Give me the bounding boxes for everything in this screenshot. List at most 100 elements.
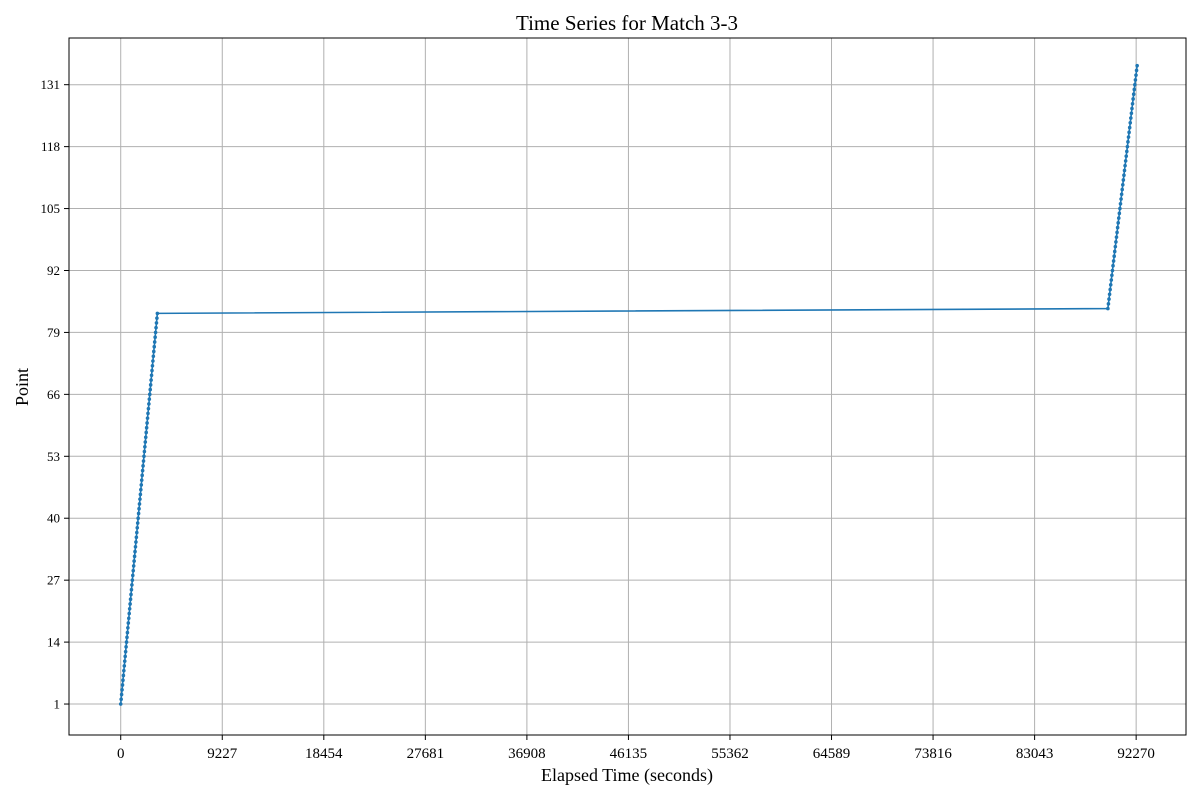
x-tick-label: 9227	[207, 746, 238, 762]
x-tick-label: 83043	[1016, 746, 1054, 762]
data-point	[140, 468, 145, 473]
data-point	[1127, 125, 1132, 130]
data-point	[131, 568, 136, 573]
data-point	[155, 316, 159, 320]
y-tick-label: 1	[54, 697, 61, 712]
data-point	[153, 335, 157, 339]
data-point	[1123, 159, 1128, 163]
data-point	[1115, 230, 1119, 235]
data-point	[147, 397, 152, 401]
data-point	[133, 549, 137, 554]
data-point	[1110, 273, 1114, 278]
data-point	[148, 383, 153, 387]
data-point	[1119, 197, 1123, 201]
grid-lines	[69, 38, 1186, 735]
data-point	[143, 444, 147, 449]
x-tick-label: 73816	[914, 746, 952, 762]
y-tick-label: 27	[47, 573, 61, 588]
data-point	[1114, 240, 1118, 244]
data-point	[150, 363, 155, 368]
data-point	[1126, 135, 1131, 139]
data-point	[145, 421, 149, 425]
data-point	[149, 373, 154, 378]
data-point	[129, 587, 134, 592]
data-point	[152, 340, 157, 344]
data-point	[133, 545, 138, 549]
data-point	[1132, 87, 1137, 92]
data-point	[134, 535, 139, 540]
data-point	[148, 387, 153, 392]
data-point	[1111, 263, 1115, 268]
data-point	[149, 378, 153, 382]
data-point	[1108, 287, 1112, 292]
data-point	[125, 635, 129, 640]
data-point	[1122, 173, 1126, 178]
data-point	[139, 487, 143, 492]
data-point	[1126, 140, 1130, 144]
data-point	[139, 483, 144, 487]
data-point	[1120, 182, 1125, 187]
data-point	[153, 330, 158, 335]
data-point	[1134, 68, 1139, 73]
data-point	[139, 478, 144, 482]
y-tick-label: 105	[41, 201, 61, 216]
data-point	[1114, 235, 1119, 239]
data-point	[126, 626, 130, 630]
data-point	[151, 354, 156, 359]
data-point	[1112, 249, 1117, 254]
y-tick-label: 40	[47, 511, 60, 526]
data-point	[1133, 78, 1138, 82]
data-point	[151, 349, 156, 354]
data-point	[128, 602, 132, 606]
y-tick-label: 92	[47, 263, 60, 278]
data-point	[1131, 92, 1136, 97]
data-point	[1130, 101, 1135, 106]
data-point	[144, 425, 149, 430]
data-point	[1125, 149, 1129, 154]
data-point	[1134, 73, 1138, 77]
axis-ticks: 0 9227 18454 27681 36908 46135 55362 64589 73816…	[41, 77, 1155, 762]
data-point	[1128, 121, 1133, 125]
x-axis-label: Elapsed Time (seconds)	[541, 765, 713, 786]
x-tick-label: 46135	[610, 746, 648, 762]
data-point	[137, 506, 141, 511]
data-point	[130, 578, 135, 582]
data-point	[141, 464, 145, 468]
data-point	[1121, 178, 1126, 182]
data-point	[144, 430, 148, 435]
data-point	[132, 554, 137, 559]
data-point	[1120, 187, 1125, 192]
data-point	[121, 673, 126, 678]
data-point	[1123, 163, 1127, 168]
data-point	[132, 559, 136, 563]
data-point	[138, 497, 142, 501]
data-point	[151, 359, 155, 363]
data-point	[147, 402, 151, 406]
data-point	[136, 511, 141, 516]
data-point	[138, 492, 143, 497]
data-point	[1130, 106, 1134, 111]
y-axis-label: Point	[12, 368, 32, 406]
data-point	[1127, 130, 1131, 135]
data-point	[154, 325, 158, 330]
data-point	[1108, 282, 1113, 287]
y-tick-label: 53	[47, 449, 60, 464]
data-point	[140, 473, 144, 478]
data-point	[1117, 211, 1122, 216]
x-tick-label: 18454	[305, 746, 343, 762]
series-layer	[118, 63, 1139, 706]
data-point	[123, 654, 127, 659]
data-point	[1118, 201, 1123, 206]
data-point	[142, 454, 146, 459]
data-point	[1135, 63, 1139, 68]
data-point	[121, 678, 125, 683]
data-point	[127, 611, 132, 616]
data-point	[134, 540, 138, 544]
data-point	[1125, 144, 1130, 149]
data-point	[150, 368, 154, 373]
data-point	[131, 564, 136, 568]
data-point	[1111, 259, 1116, 263]
data-point	[1129, 116, 1133, 120]
